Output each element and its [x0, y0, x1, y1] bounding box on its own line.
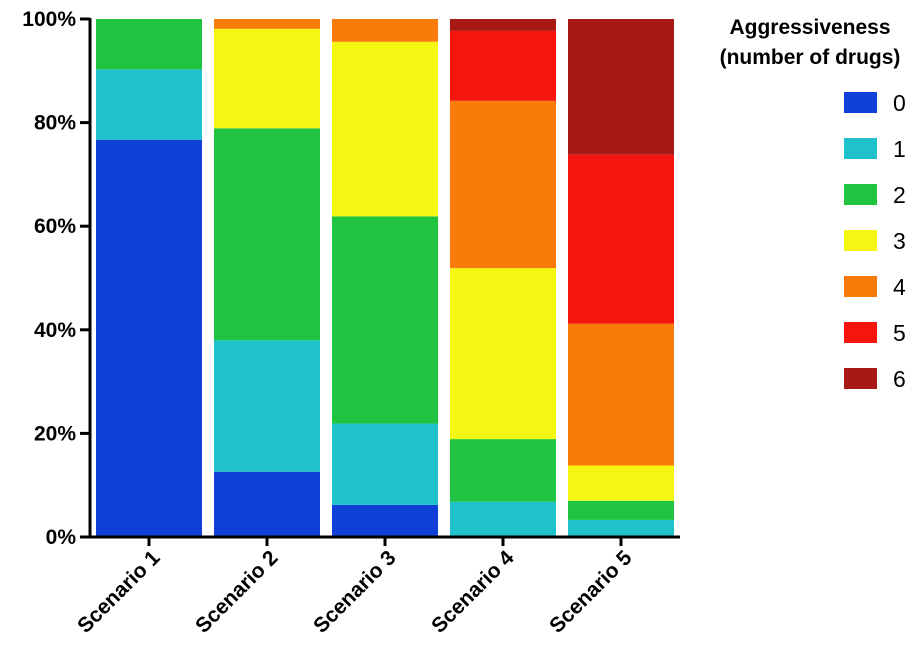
bar-segment-4-series-6: [450, 19, 556, 31]
bar-segment-5-series-6: [568, 19, 674, 155]
legend: Aggressiveness (number of drugs) 0 1 2 3 4 5 6: [720, 16, 906, 392]
legend-label-5: 5: [893, 320, 906, 346]
bar-segment-3-series-4: [332, 19, 438, 42]
legend-label-3: 3: [893, 228, 906, 254]
legend-title-line-2: (number of drugs): [720, 46, 901, 69]
bar-segment-1-series-2: [96, 19, 202, 70]
bar-segment-5-series-1: [568, 519, 674, 537]
x-tick-label-4: Scenario 4: [427, 546, 519, 638]
y-tick-label-0: 0%: [46, 526, 77, 549]
bar-segment-5-series-5: [568, 154, 674, 324]
legend-label-4: 4: [893, 274, 906, 300]
legend-label-1: 1: [893, 136, 906, 162]
bar-segment-5-series-2: [568, 500, 674, 520]
legend-swatch-2: [844, 184, 877, 205]
x-tick-label-1: Scenario 1: [73, 546, 165, 638]
legend-label-2: 2: [893, 182, 906, 208]
bar-segment-2-series-1: [214, 340, 320, 472]
legend-swatch-0: [844, 92, 877, 113]
bar-segment-3-series-1: [332, 423, 438, 505]
y-tick-label-1: 20%: [34, 422, 76, 445]
y-tick-label-3: 60%: [34, 215, 76, 238]
bar-segment-4-series-2: [450, 439, 556, 502]
y-tick-label-5: 100%: [22, 8, 76, 31]
legend-swatch-6: [844, 368, 877, 389]
bar-segment-4-series-5: [450, 30, 556, 101]
legend-swatch-5: [844, 322, 877, 343]
bar-segment-2-series-4: [214, 19, 320, 29]
bar-segment-4-series-1: [450, 501, 556, 537]
legend-swatch-3: [844, 230, 877, 251]
x-tick-label-3: Scenario 3: [309, 546, 400, 637]
x-tick-label-5: Scenario 5: [545, 546, 637, 638]
legend-label-0: 0: [893, 90, 906, 116]
y-tick-label-4: 80%: [34, 112, 76, 135]
bar-segment-3-series-2: [332, 216, 438, 424]
legend-title-line-1: Aggressiveness: [729, 16, 890, 39]
bars-group: [96, 19, 674, 537]
x-tick-label-2: Scenario 2: [191, 546, 282, 637]
bar-segment-4-series-3: [450, 268, 556, 440]
bar-segment-1-series-1: [96, 69, 202, 140]
legend-swatch-1: [844, 138, 877, 159]
bar-segment-2-series-2: [214, 128, 320, 341]
legend-label-6: 6: [893, 366, 906, 392]
bar-segment-4-series-4: [450, 100, 556, 269]
bar-segment-1-series-0: [96, 139, 202, 537]
legend-swatch-4: [844, 276, 877, 297]
bar-segment-2-series-0: [214, 471, 320, 537]
bar-segment-3-series-0: [332, 504, 438, 537]
y-tick-label-2: 40%: [34, 319, 76, 342]
bar-segment-5-series-4: [568, 323, 674, 466]
bar-segment-2-series-3: [214, 28, 320, 129]
bar-segment-3-series-3: [332, 41, 438, 217]
bar-segment-5-series-3: [568, 465, 674, 501]
